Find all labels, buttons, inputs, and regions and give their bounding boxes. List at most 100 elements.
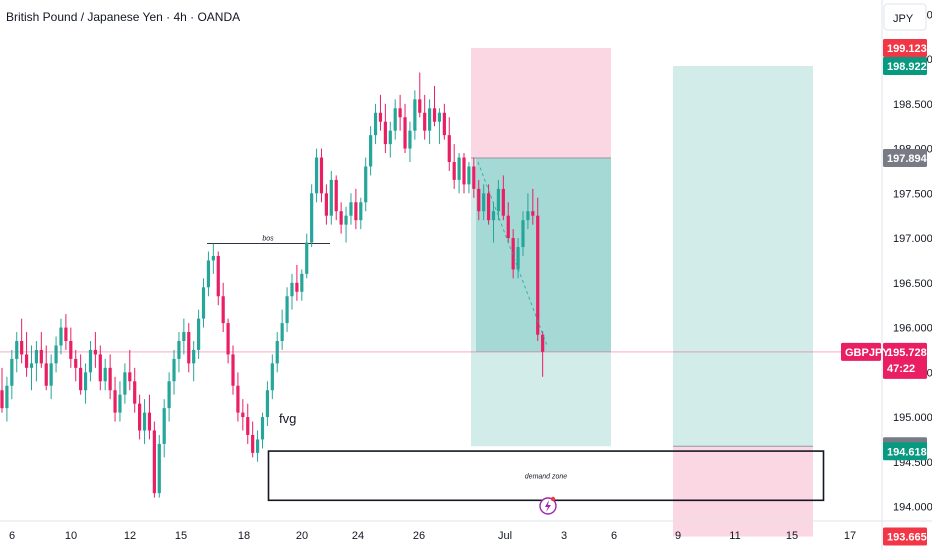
current-price-value: 195.728 bbox=[887, 347, 927, 359]
candle-body bbox=[88, 349, 93, 373]
candle-body bbox=[255, 439, 260, 453]
candle-body bbox=[324, 193, 328, 216]
y-tick-label: 197.500 bbox=[893, 188, 932, 200]
short-active-zone bbox=[476, 158, 611, 352]
currency-button[interactable] bbox=[883, 3, 927, 31]
candle-body bbox=[536, 215, 540, 335]
candle-body bbox=[246, 417, 250, 435]
candle-body bbox=[280, 323, 284, 341]
countdown-value: 47:22 bbox=[887, 363, 915, 375]
candle-body bbox=[364, 166, 368, 203]
candle-body bbox=[0, 390, 4, 409]
candle-body bbox=[516, 247, 520, 270]
flash-bolt-icon bbox=[545, 500, 551, 512]
candle-body bbox=[373, 112, 378, 136]
candle-body bbox=[452, 161, 456, 180]
candle-body bbox=[113, 390, 117, 413]
candle-body bbox=[354, 202, 358, 221]
y-tick-label: 194.000 bbox=[893, 502, 932, 514]
x-tick-label: 15 bbox=[786, 530, 798, 542]
candle-body bbox=[44, 363, 48, 386]
candle-body bbox=[388, 130, 392, 145]
candle-body bbox=[491, 211, 496, 221]
candle-body bbox=[138, 403, 142, 431]
price-tag-label: 198.922 bbox=[887, 61, 927, 73]
candle-body bbox=[393, 108, 397, 131]
candle-body bbox=[428, 108, 432, 131]
candle-body bbox=[197, 318, 201, 350]
chart-title: British Pound / Japanese Yen · 4h · OAND… bbox=[6, 10, 241, 24]
candle-body bbox=[285, 296, 289, 324]
candle-body bbox=[295, 282, 299, 292]
y-tick-label: 196.000 bbox=[893, 323, 932, 335]
candle-body bbox=[5, 385, 9, 409]
candle-body bbox=[172, 358, 176, 382]
price-tag-label: 197.894 bbox=[887, 153, 928, 165]
candle-body bbox=[482, 193, 486, 212]
x-tick-label: 11 bbox=[729, 530, 740, 542]
x-tick-label: 3 bbox=[561, 530, 567, 542]
candle-body bbox=[462, 157, 466, 185]
candle-body bbox=[98, 354, 102, 382]
candle-body bbox=[29, 363, 34, 368]
x-tick-label: 10 bbox=[65, 530, 77, 542]
long-target-zone bbox=[673, 66, 813, 447]
candle-body bbox=[93, 349, 97, 355]
candle-body bbox=[39, 349, 43, 364]
candle-body bbox=[457, 157, 461, 180]
candle-body bbox=[467, 166, 471, 185]
candle-body bbox=[34, 349, 39, 364]
candle-body bbox=[275, 340, 279, 364]
candle-body bbox=[187, 332, 191, 364]
candle-body bbox=[59, 327, 63, 346]
price-tag-label: 199.123 bbox=[887, 43, 927, 55]
candle-body bbox=[123, 372, 127, 395]
candle-body bbox=[486, 193, 491, 221]
candle-body bbox=[521, 220, 525, 248]
long-stop-zone bbox=[673, 446, 813, 537]
candle-body bbox=[442, 112, 446, 136]
symbol-tag bbox=[841, 342, 881, 361]
candle-body bbox=[177, 340, 181, 359]
candle-body bbox=[506, 215, 510, 239]
candle-body bbox=[369, 135, 373, 167]
candle-body bbox=[447, 135, 451, 162]
current-price-tag bbox=[883, 342, 927, 379]
candle-body bbox=[265, 390, 270, 418]
candle-body bbox=[206, 260, 211, 288]
candle-body bbox=[310, 193, 314, 243]
candle-body bbox=[423, 112, 427, 131]
candle-body bbox=[152, 430, 156, 494]
candle-body bbox=[118, 394, 122, 413]
demand-zone-label: demand zone bbox=[525, 474, 568, 481]
candle-body bbox=[339, 211, 343, 225]
y-tick-label: 195.000 bbox=[893, 412, 932, 424]
candle-body bbox=[79, 367, 83, 391]
price-tag bbox=[883, 149, 927, 168]
x-tick-label: 9 bbox=[675, 530, 681, 542]
candle-body bbox=[54, 345, 58, 364]
candle-body bbox=[24, 354, 29, 368]
price-tag-label: 194.618 bbox=[887, 446, 927, 458]
price-tag bbox=[883, 39, 927, 58]
x-tick-label: 26 bbox=[413, 530, 425, 542]
x-tick-label: 12 bbox=[124, 530, 136, 542]
short-stop-zone bbox=[471, 48, 611, 159]
candle-body bbox=[201, 287, 206, 319]
candle-body bbox=[157, 443, 161, 494]
flash-dot-icon bbox=[550, 496, 556, 502]
candle-body bbox=[413, 99, 417, 131]
candle-body bbox=[260, 417, 265, 440]
candle-body bbox=[241, 412, 245, 418]
trade-path-line bbox=[477, 161, 548, 346]
candle-body bbox=[221, 296, 225, 324]
candle-body bbox=[437, 112, 442, 122]
candle-body bbox=[83, 372, 88, 391]
candle-body bbox=[541, 334, 545, 352]
candle-body bbox=[349, 202, 353, 216]
candle-body bbox=[472, 166, 476, 189]
candle-body bbox=[231, 354, 235, 386]
candle-body bbox=[319, 157, 324, 194]
